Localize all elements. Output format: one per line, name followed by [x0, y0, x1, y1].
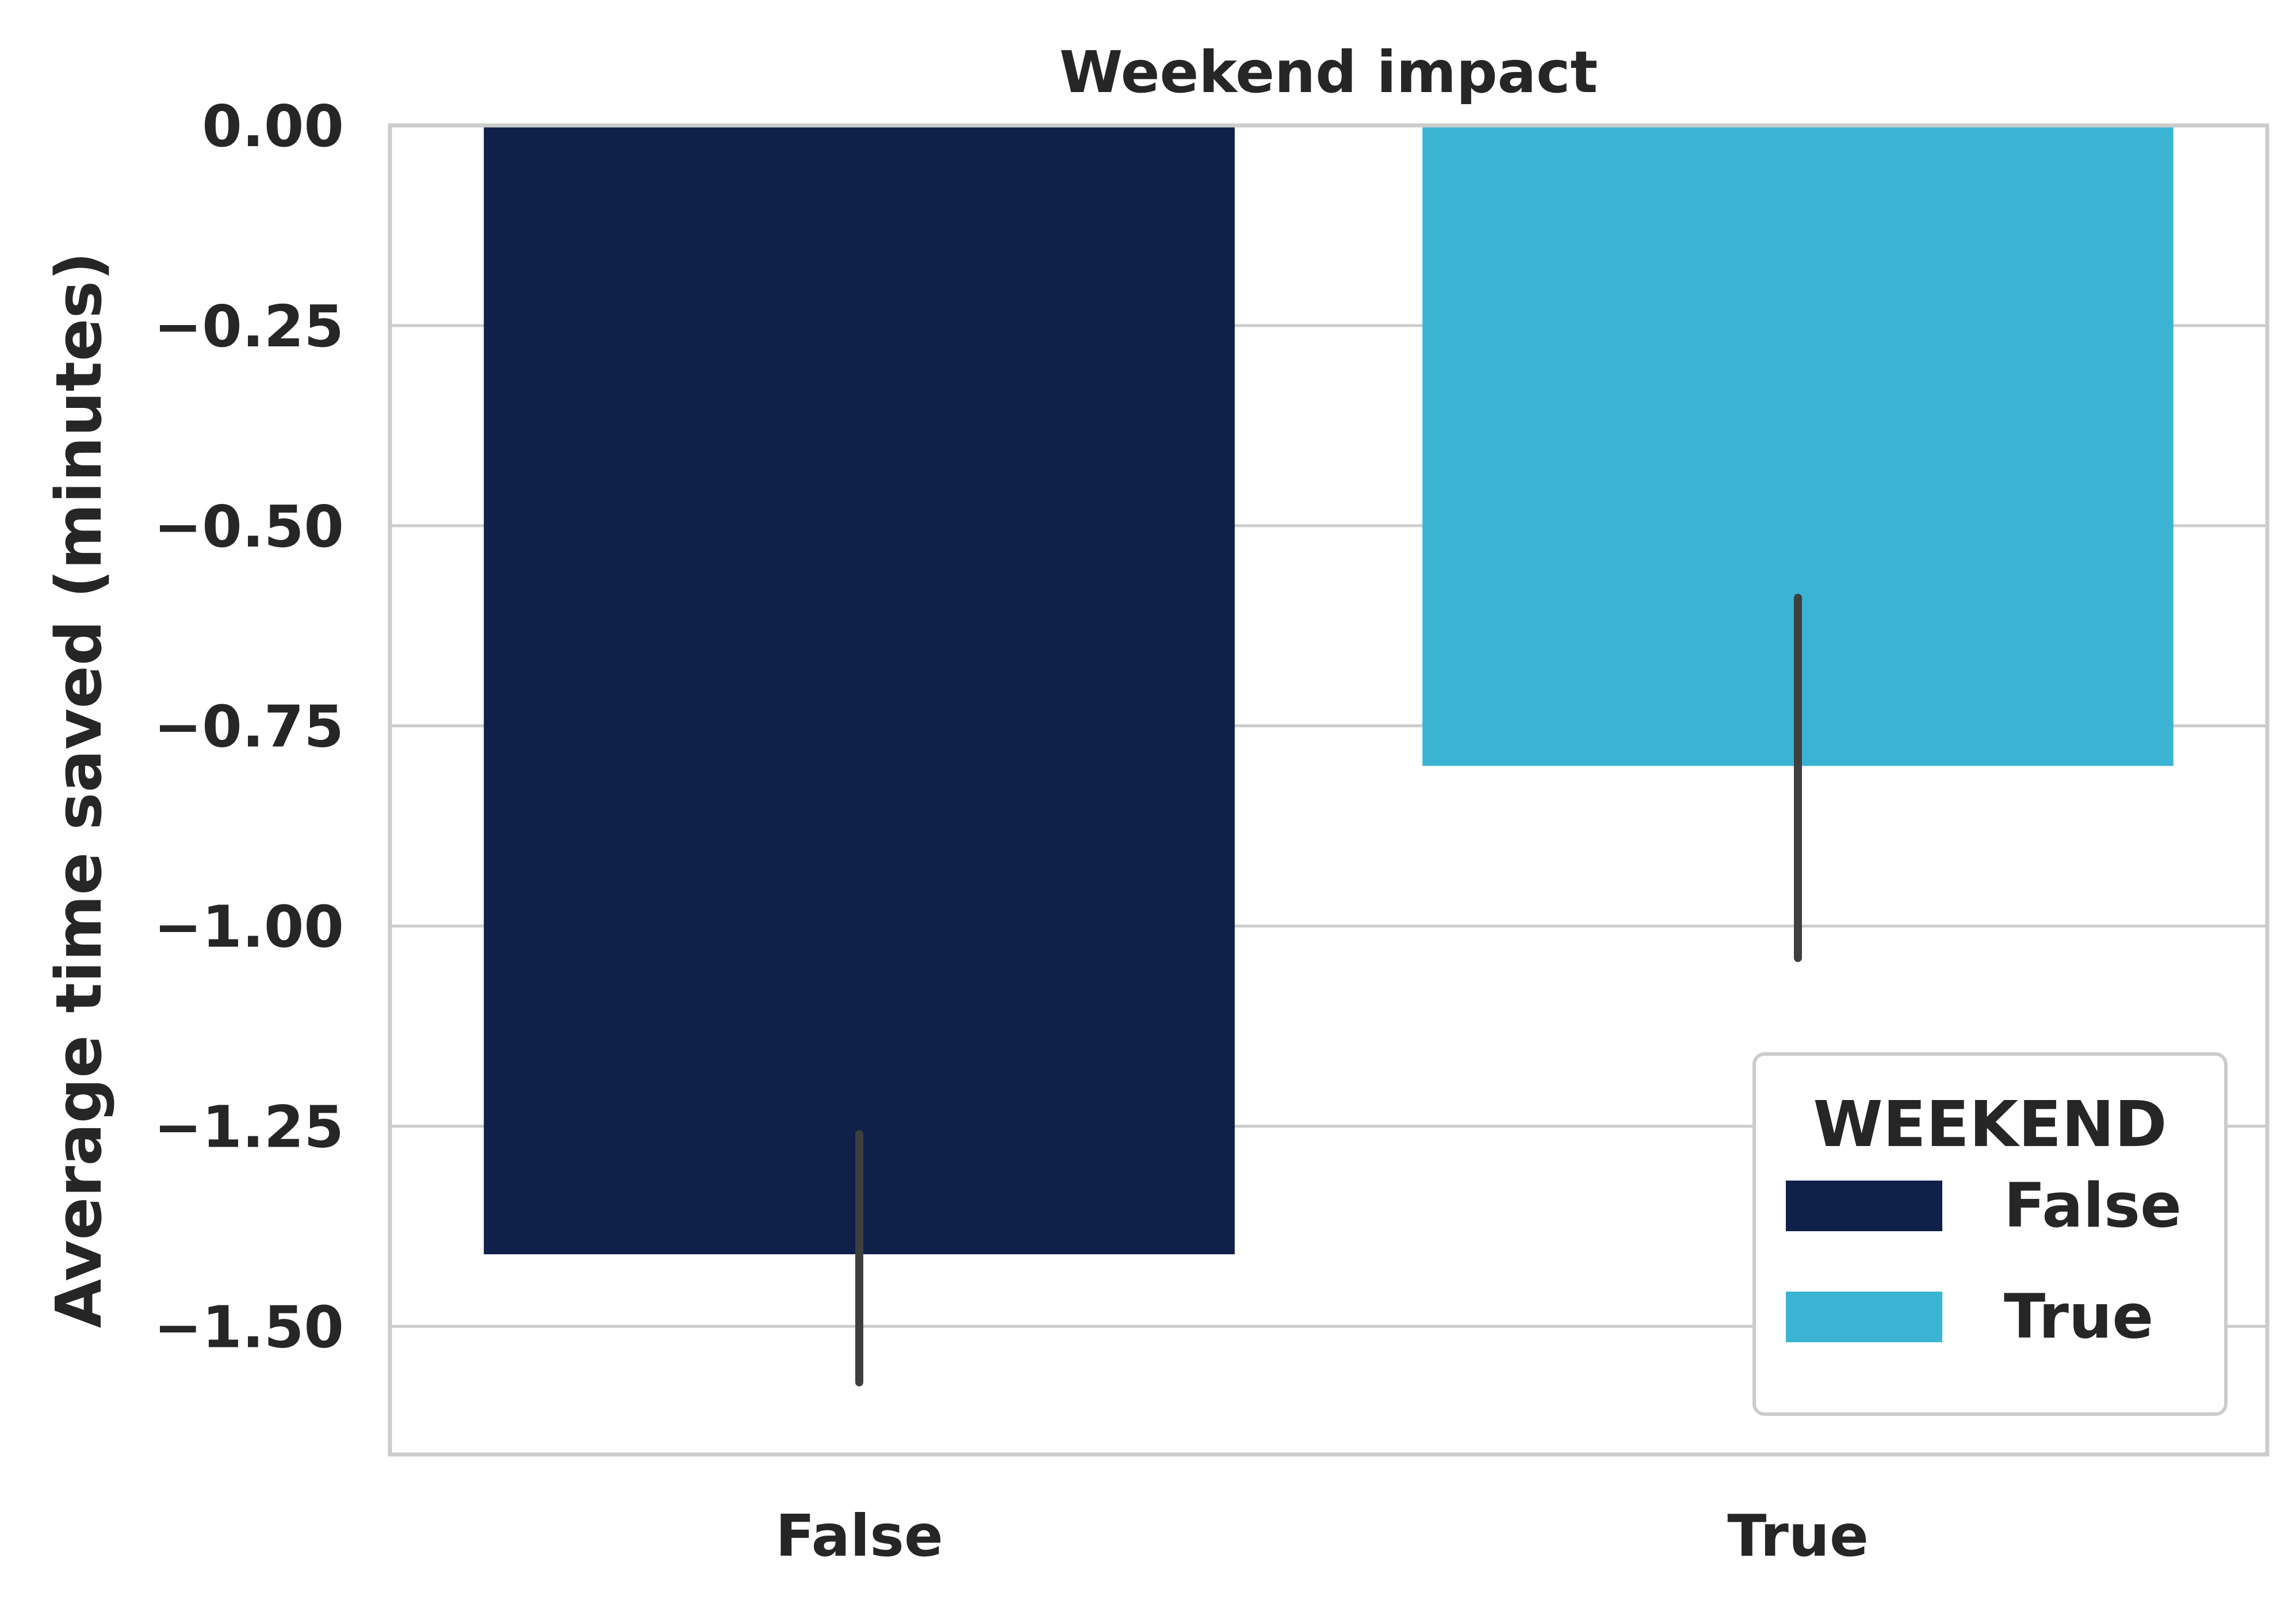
y-axis-label: Average time saved (minutes): [42, 252, 116, 1328]
error-bars: [855, 594, 1802, 1387]
x-tick-label: True: [1727, 1502, 1869, 1569]
y-tick-label: −0.75: [154, 693, 344, 761]
bar-false: [484, 125, 1235, 1255]
legend-title: WEEKEND: [1813, 1087, 2167, 1161]
y-tick-label: −1.00: [154, 893, 344, 961]
legend-label-true: True: [2004, 1281, 2153, 1352]
y-tick-label: −0.25: [154, 293, 344, 360]
y-tick-label: −1.25: [154, 1093, 344, 1160]
legend-label-false: False: [2004, 1170, 2182, 1241]
y-tick-label: −0.50: [154, 493, 344, 560]
x-tick-labels: False True: [775, 1502, 1869, 1569]
y-tick-labels: 0.00 −0.25 −0.50 −0.75 −1.00 −1.25 −1.50: [154, 93, 344, 1361]
legend-swatch-false: [1786, 1181, 1942, 1231]
y-tick-label: −1.50: [154, 1293, 344, 1361]
y-tick-label: 0.00: [202, 93, 344, 160]
legend-swatch-true: [1786, 1292, 1942, 1342]
chart-title: Weekend impact: [1059, 39, 1598, 106]
legend-entries: False True: [1786, 1170, 2182, 1352]
x-tick-label: False: [775, 1502, 943, 1569]
legend: WEEKEND False True: [1752, 1052, 2228, 1416]
plot-frame: [388, 123, 2270, 1457]
